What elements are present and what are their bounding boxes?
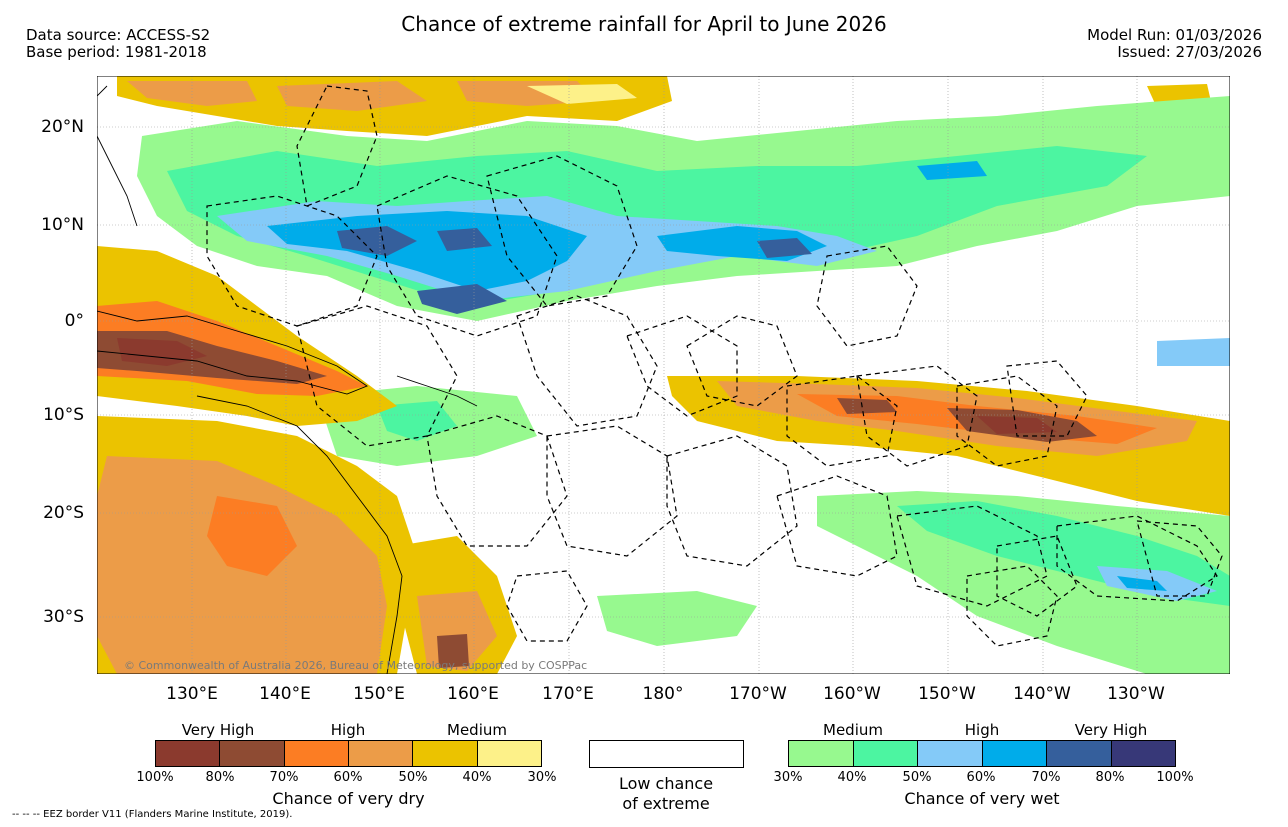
legend-wet-colorbar [788, 740, 1176, 767]
legend-tick: 40% [837, 770, 867, 785]
legend-tick: 60% [333, 770, 363, 785]
lon-label: 170°E [542, 684, 594, 704]
issued-date: Issued: 27/03/2026 [1117, 43, 1262, 61]
legend-dry-caption: Chance of very dry [272, 789, 425, 808]
legend-tick: 70% [269, 770, 299, 785]
lat-label: 20°S [43, 503, 84, 523]
color-swatch [853, 741, 918, 766]
chart-title: Chance of extreme rainfall for April to … [401, 12, 887, 36]
lon-label: 180° [642, 684, 684, 704]
color-swatch [156, 741, 221, 766]
color-swatch [477, 741, 541, 766]
legend-low-line: of extreme [622, 794, 710, 813]
legend-low-caption: Low chance of extreme [566, 774, 766, 814]
legend-tick: 60% [966, 770, 996, 785]
color-swatch [982, 741, 1047, 766]
base-period: Base period: 1981-2018 [26, 43, 207, 61]
legend-tick: 100% [1156, 770, 1194, 785]
color-swatch [413, 741, 478, 766]
lon-label: 140°W [1013, 684, 1071, 704]
legend-tick: 80% [205, 770, 235, 785]
lat-label: 10°N [41, 215, 84, 235]
lat-label: 30°S [43, 607, 84, 627]
data-source: Data source: ACCESS-S2 [26, 26, 211, 44]
legend-heading: Medium [447, 721, 507, 739]
legend-tick: 30% [773, 770, 803, 785]
legend-heading: High [330, 721, 366, 739]
rainfall-map[interactable] [97, 76, 1230, 674]
legend-tick: 40% [462, 770, 492, 785]
legend-heading: Very High [1074, 721, 1148, 739]
north-dry-region [117, 76, 1212, 136]
lon-label: 130°E [166, 684, 218, 704]
legend-dry-colorbar [155, 740, 542, 767]
north-wet-region [137, 96, 1230, 366]
copyright-notice: © Commonwealth of Australia 2026, Bureau… [124, 659, 588, 672]
legend-tick: 80% [1095, 770, 1125, 785]
data-source-info: Data source: ACCESS-S2 Base period: 1981… [26, 27, 210, 61]
lat-label: 0° [64, 311, 84, 331]
legend-low-swatch [589, 740, 744, 768]
south-dry-region [97, 246, 1230, 674]
legend-heading: High [964, 721, 1000, 739]
legend-tick: 70% [1031, 770, 1061, 785]
color-swatch [789, 741, 854, 766]
legend-tick: 30% [527, 770, 557, 785]
color-swatch [348, 741, 414, 766]
color-swatch [918, 741, 983, 766]
lon-label: 160°E [447, 684, 499, 704]
lat-label: 20°N [41, 117, 84, 137]
lat-label: 10°S [43, 405, 84, 425]
lon-label: 130°W [1107, 684, 1165, 704]
lon-label: 150°E [353, 684, 405, 704]
legend-tick: 50% [398, 770, 428, 785]
map-gridlines [97, 76, 1230, 674]
coastlines [97, 85, 478, 674]
eez-footnote: -- -- -- EEZ border V11 (Flanders Marine… [12, 809, 293, 820]
lon-label: 150°W [918, 684, 976, 704]
legend-wet-caption: Chance of very wet [904, 789, 1060, 808]
color-swatch [1111, 741, 1175, 766]
lon-label: 140°E [259, 684, 311, 704]
legend-tick: 50% [902, 770, 932, 785]
lon-label: 160°W [823, 684, 881, 704]
model-run: Model Run: 01/03/2026 [1087, 26, 1262, 44]
legend-low-line: Low chance [618, 774, 714, 793]
color-swatch [284, 741, 349, 766]
color-swatch [1047, 741, 1112, 766]
color-swatch [220, 741, 285, 766]
legend-tick: 100% [136, 770, 174, 785]
model-run-info: Model Run: 01/03/2026 Issued: 27/03/2026 [1087, 27, 1262, 61]
legend-heading: Medium [823, 721, 883, 739]
eez-borders [206, 85, 1223, 647]
legend-heading: Very High [181, 721, 255, 739]
lon-label: 170°W [729, 684, 787, 704]
south-wet-region [317, 386, 1230, 674]
